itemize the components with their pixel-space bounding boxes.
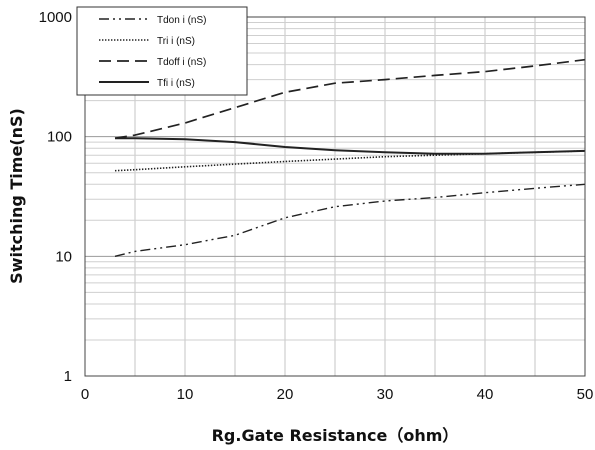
series-line — [114, 183, 586, 257]
x-tick-label: 30 — [377, 386, 394, 403]
legend-box — [76, 6, 248, 96]
plot-frame — [84, 16, 586, 377]
x-axis-title: Rg.Gate Resistance（ohm） — [212, 426, 459, 445]
x-tick-label: 40 — [477, 386, 494, 403]
grid — [85, 17, 585, 376]
y-tick-label: 1000 — [39, 9, 72, 26]
legend-label: Tri i (nS) — [157, 36, 195, 47]
y-tick-label: 1 — [64, 368, 72, 385]
tick-labels: 0 10 20 30 40 50 1 10 100 1000 — [39, 9, 594, 403]
y-tick-label: 10 — [55, 248, 72, 265]
series-line — [114, 58, 586, 140]
series-lines — [114, 58, 586, 257]
series-line — [115, 137, 586, 155]
legend: Tdon i (nS) Tri i (nS) Tdoff i (nS) Tfi i (… — [76, 6, 248, 96]
legend-label: Tfi i (nS) — [157, 78, 195, 89]
legend-label: Tdon i (nS) — [157, 15, 206, 26]
x-tick-label: 10 — [177, 386, 194, 403]
x-tick-label: 0 — [81, 386, 89, 403]
legend-label: Tdoff i (nS) — [157, 57, 206, 68]
x-tick-label: 20 — [277, 386, 294, 403]
y-axis-title: Switching Time(nS) — [7, 108, 26, 284]
y-tick-label: 100 — [47, 129, 72, 146]
x-tick-label: 50 — [577, 386, 594, 403]
